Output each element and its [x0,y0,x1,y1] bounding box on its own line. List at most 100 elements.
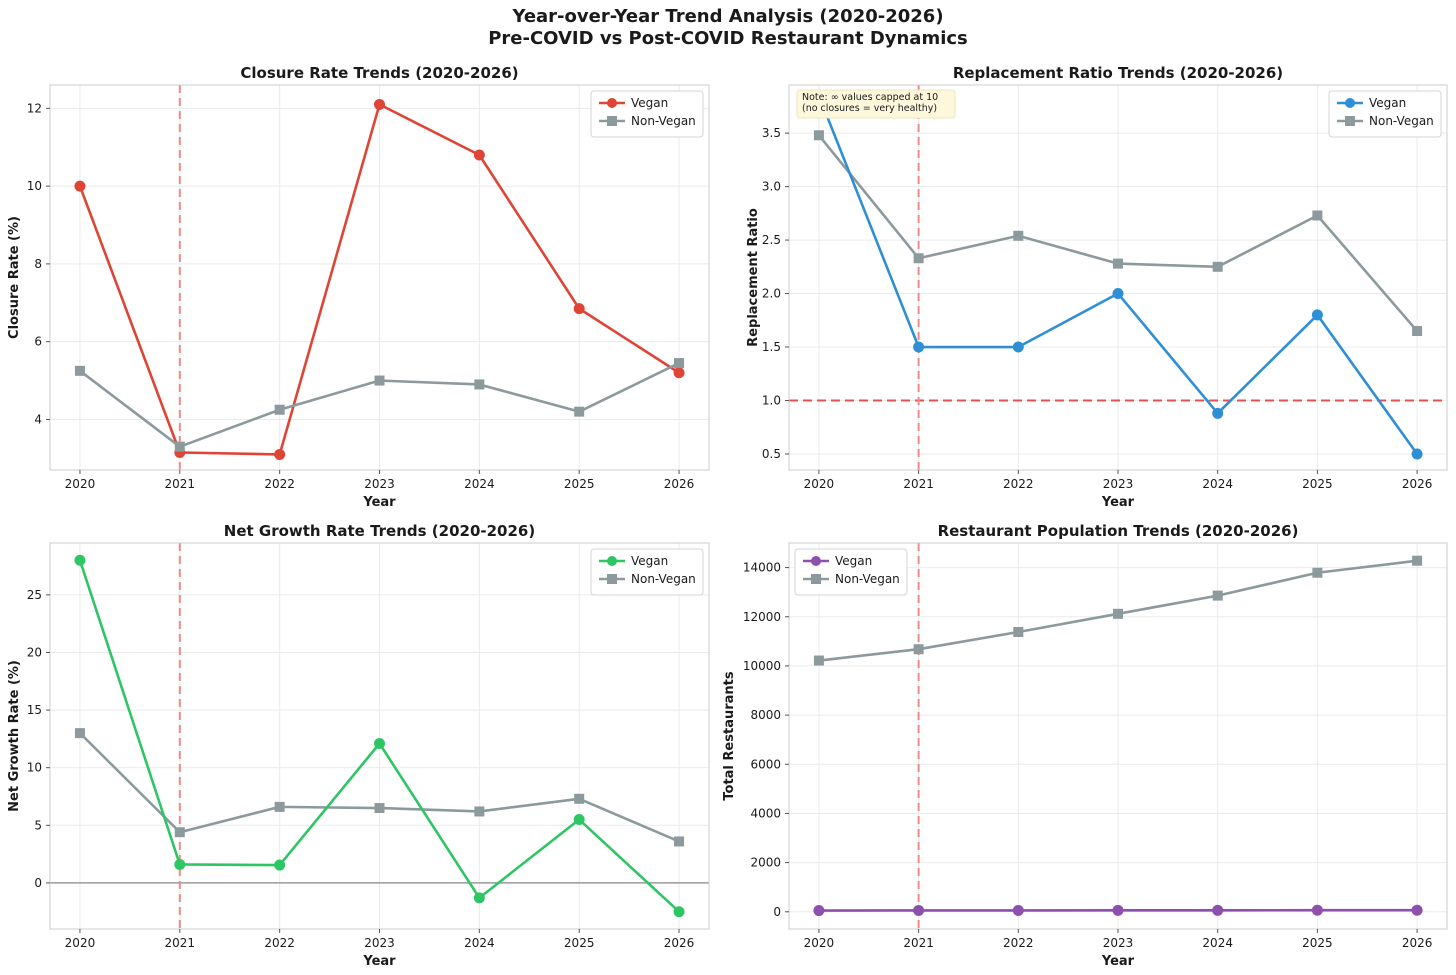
y-tick-label: 14000 [743,561,781,575]
note-text: Note: ∞ values capped at 10 [802,92,938,103]
y-axis-label: Replacement Ratio [746,208,761,347]
data-point-vegan [913,341,925,353]
x-tick-label: 2021 [165,936,196,950]
legend-marker-vegan [1345,98,1355,108]
y-tick-label: 5 [34,818,42,832]
legend: Vegan Non-Vegan [590,90,704,138]
y-tick-label: 4000 [750,806,781,820]
y-axis-label: Closure Rate (%) [7,216,22,339]
legend-marker-vegan [607,98,617,108]
data-point-vegan [473,892,485,904]
y-tick-label: 0.5 [762,447,781,461]
legend-marker-non-vegan [811,574,821,584]
x-tick-label: 2025 [1302,936,1333,950]
chart-title: Closure Rate Trends (2020-2026) [240,64,518,82]
chart-growth: 2020 2021 2022 2023 2024 2025 20260510152025Ne… [7,522,710,969]
data-point-vegan [274,448,286,460]
legend-label-non-vegan: Non-Vegan [631,114,696,128]
x-tick-label: 2023 [364,936,395,950]
x-tick-label: 2024 [464,936,495,950]
x-tick-label: 2025 [564,936,595,950]
y-tick-label: 0 [773,905,781,919]
data-point-non-vegan [1312,210,1323,221]
data-point-non-vegan [574,793,585,804]
x-tick-label: 2020 [65,936,96,950]
data-point-vegan [913,904,925,916]
y-tick-label: 15 [27,703,42,717]
x-tick-label: 2020 [65,477,96,491]
figure-title-line2: Pre-COVID vs Post-COVID Restaurant Dynam… [488,28,968,49]
data-point-non-vegan [574,406,585,417]
x-tick-label: 2022 [1003,477,1034,491]
x-tick-label: 2022 [264,936,295,950]
legend-label-vegan: Vegan [631,96,668,110]
chart-replacement: 2020 2021 2022 2023 2024 2025 2026 0.5 1.0 1.5 2.0… [746,64,1448,510]
data-point-non-vegan [74,365,85,376]
x-tick-label: 2026 [664,936,695,950]
y-tick-label: 2000 [750,856,781,870]
x-tick-label: 2024 [1202,936,1233,950]
x-tick-label: 2026 [1402,477,1433,491]
note-box [796,89,956,119]
y-tick-label: 2.5 [762,233,781,247]
data-point-non-vegan [1312,567,1323,578]
legend-marker-non-vegan [607,574,617,584]
data-point-vegan [673,367,685,379]
data-point-vegan [1212,407,1224,419]
data-point-non-vegan [374,375,385,386]
data-point-non-vegan [174,827,185,838]
x-tick-label: 2022 [264,477,295,491]
figure-title: Year-over-Year Trend Analysis (2020-2026… [0,6,1456,50]
data-point-non-vegan [474,806,485,817]
data-point-vegan [673,906,685,918]
data-point-vegan [1311,309,1323,321]
legend: Vegan Non-Vegan [1328,90,1442,138]
y-tick-label: 0 [34,876,42,890]
x-tick-label: 2021 [165,477,196,491]
data-point-non-vegan [1212,261,1223,272]
x-tick-label: 2023 [1103,477,1134,491]
data-point-vegan [274,859,286,871]
chart-closure: 2020 2021 2022 2023 2024 2025 2026 4 6 8 10 12 Closu… [7,64,710,510]
y-tick-label: 25 [27,588,42,602]
data-point-vegan [1311,904,1323,916]
x-tick-label: 2025 [1302,477,1333,491]
data-point-vegan [374,98,385,110]
data-point-non-vegan [1412,555,1423,566]
y-tick-label: 6 [34,335,42,349]
y-tick-label: 8 [34,257,42,271]
y-tick-label: 12 [27,101,42,115]
x-axis-label: Year [1101,495,1135,510]
legend-label-vegan: Vegan [1369,96,1406,110]
x-tick-label: 2024 [464,477,495,491]
data-point-non-vegan [913,644,924,655]
legend-marker-vegan [607,556,617,566]
y-tick-label: 10 [27,761,42,775]
legend-label-non-vegan: Non-Vegan [835,572,900,586]
data-point-non-vegan [74,728,85,739]
y-tick-label: 1.5 [762,340,781,354]
data-point-non-vegan [674,836,685,847]
chart-title: Net Growth Rate Trends (2020-2026) [224,522,535,540]
data-point-vegan [1411,448,1423,460]
data-point-non-vegan [274,801,285,812]
data-point-non-vegan [474,379,485,390]
y-tick-label: 20 [27,645,42,659]
y-tick-label: 6000 [750,757,781,771]
legend-marker-non-vegan [1345,116,1355,126]
y-tick-label: 3.0 [762,180,781,194]
y-tick-label: 10000 [743,659,781,673]
data-point-non-vegan [813,655,824,666]
data-point-non-vegan [674,358,685,369]
x-axis-label: Year [362,954,396,969]
data-point-vegan [813,905,825,917]
data-point-non-vegan [1212,590,1223,601]
data-point-vegan [1012,904,1024,916]
chart-title: Replacement Ratio Trends (2020-2026) [953,64,1283,82]
data-point-vegan [573,814,585,826]
data-point-non-vegan [1412,325,1423,336]
y-tick-label: 4 [34,412,42,426]
data-point-vegan [573,303,585,315]
x-tick-label: 2022 [1003,936,1034,950]
